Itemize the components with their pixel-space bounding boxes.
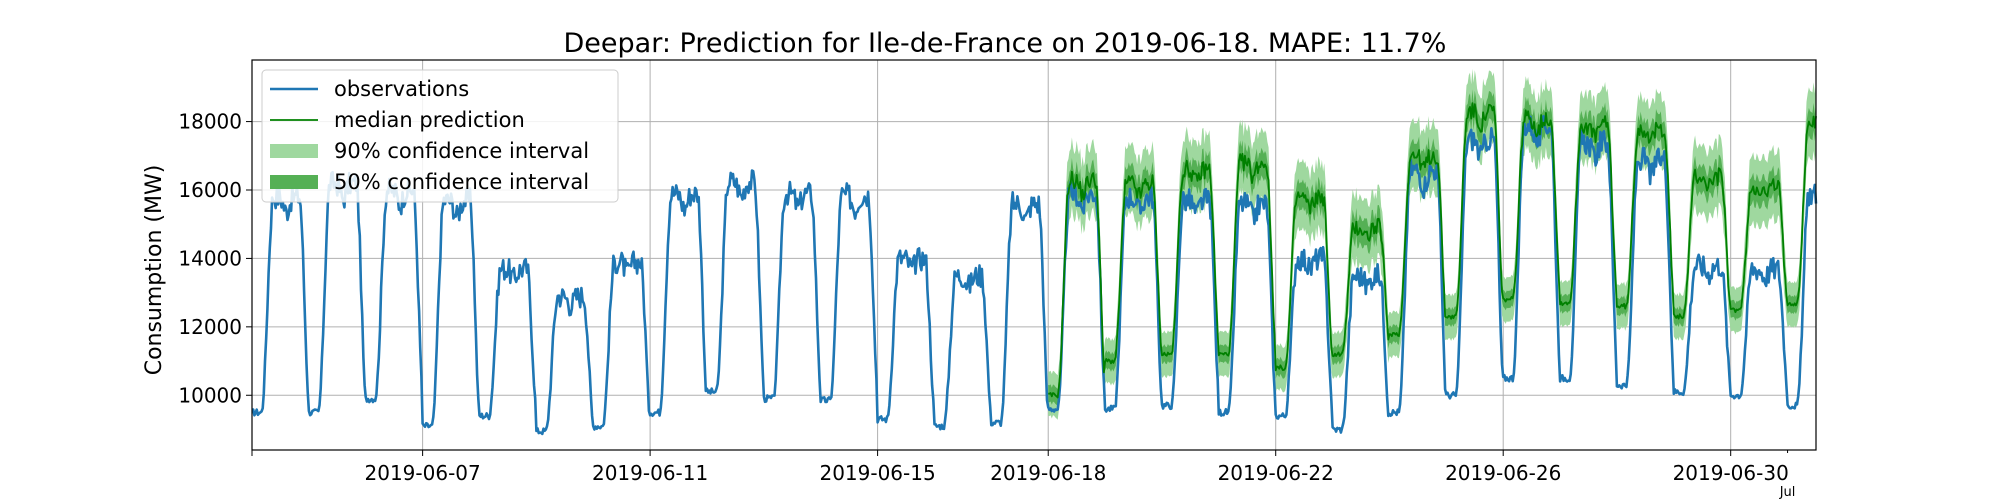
x-tick-label: 2019-06-26 — [1445, 461, 1561, 485]
y-tick-label: 14000 — [178, 246, 242, 270]
legend-swatch — [270, 175, 318, 189]
axes: 10000 12000 14000 16000 18000 2019-06-07 2019-… — [178, 110, 1795, 500]
x-minor-tick-label: Jul — [1779, 485, 1796, 500]
legend-label: median prediction — [334, 108, 525, 132]
x-tick-label: 2019-06-30 — [1673, 461, 1789, 485]
legend-label: 90% confidence interval — [334, 139, 589, 163]
y-tick-label: 10000 — [178, 383, 242, 407]
y-tick-label: 16000 — [178, 178, 242, 202]
x-tick-label: 2019-06-15 — [819, 461, 935, 485]
plot-frame — [251, 59, 1817, 451]
legend-label: 50% confidence interval — [334, 170, 589, 194]
y-tick-label: 12000 — [178, 315, 242, 339]
x-tick-label: 2019-06-22 — [1218, 461, 1334, 485]
series-lines — [251, 102, 1818, 436]
legend-box — [261, 69, 619, 203]
legend: observations median prediction 90% confide… — [261, 69, 619, 203]
x-tick-label: 2019-06-07 — [365, 461, 481, 485]
y-axis-label: Consumption (MW) — [142, 165, 167, 376]
observations-line — [251, 115, 1818, 436]
chart-title: Deepar: Prediction for Ile-de-France on … — [564, 28, 1447, 59]
y-tick-label: 18000 — [178, 110, 242, 134]
x-tick-label: 2019-06-18 — [990, 461, 1106, 485]
x-tick-label: 2019-06-11 — [592, 461, 708, 485]
legend-label: observations — [334, 77, 469, 101]
median-prediction-line — [1047, 102, 1817, 399]
confidence-band — [1048, 89, 1816, 407]
legend-swatch — [270, 144, 318, 158]
